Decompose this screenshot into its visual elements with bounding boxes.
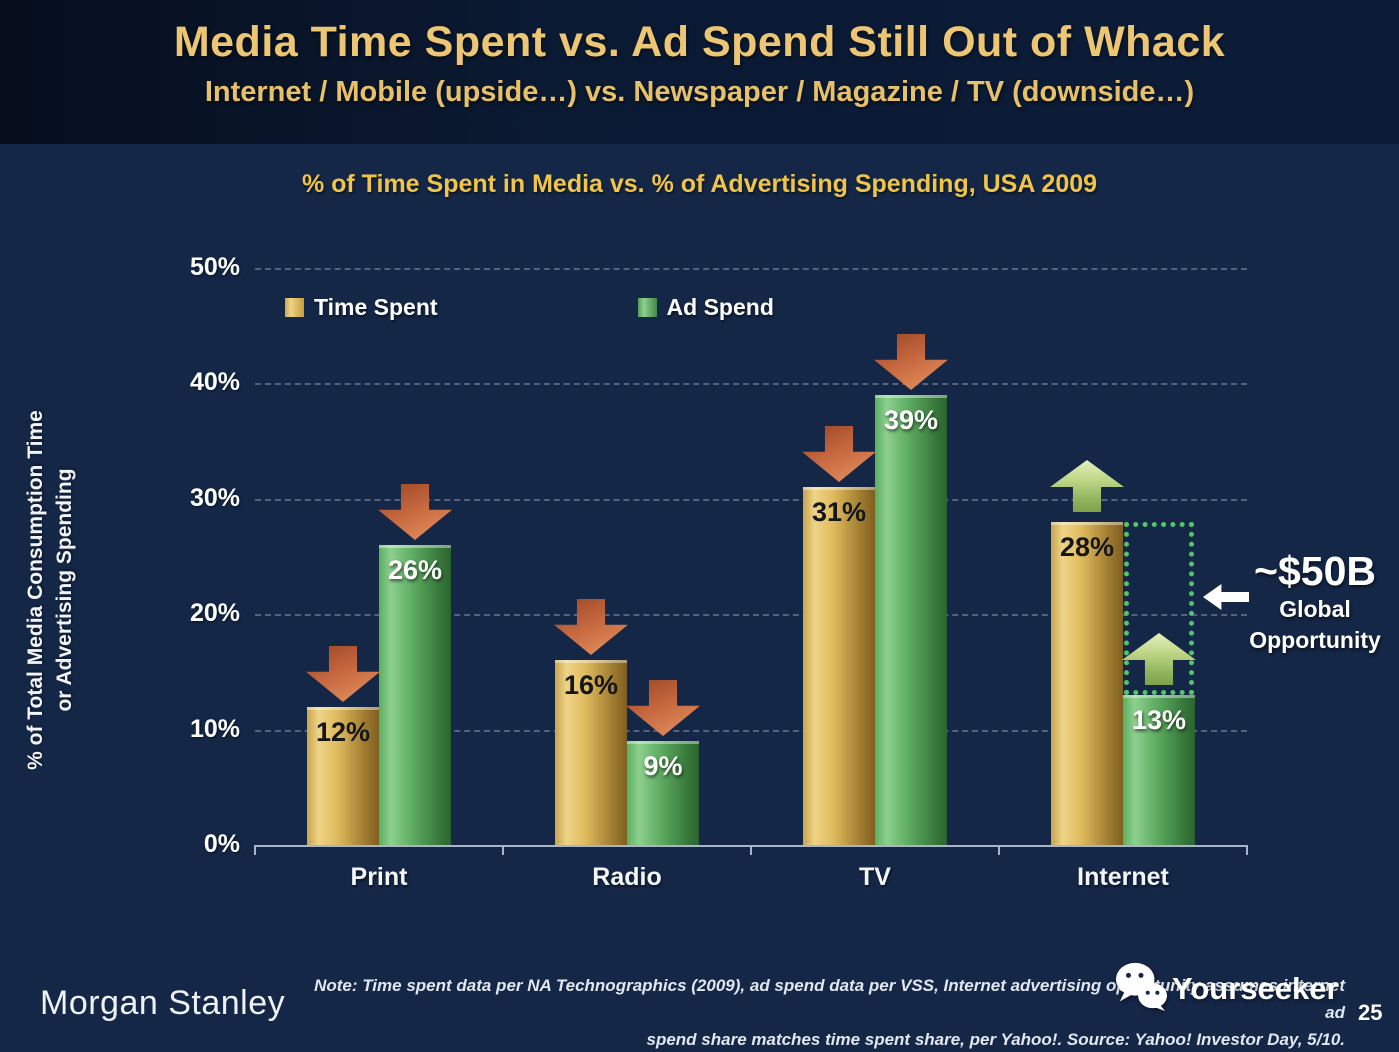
opportunity-line2: Opportunity <box>1249 627 1381 653</box>
x-axis-tick <box>502 845 504 855</box>
source-note-line1: Note: Time spent data per NA Technograph… <box>314 976 1345 1022</box>
gridline-10 <box>255 730 1247 732</box>
bar-radio-ad-spend <box>627 741 699 845</box>
value-label-internet-time-spent: 28% <box>1059 532 1115 562</box>
bar-radio-time-spent <box>555 660 627 845</box>
down-arrow-icon <box>874 334 948 390</box>
watermark-text: Yourseeker <box>1172 970 1339 1006</box>
category-label-print: Print <box>350 863 408 891</box>
bar-tv-time-spent <box>803 487 875 845</box>
source-note: Note: Time spent data per NA Technograph… <box>305 972 1345 1052</box>
value-label-print-ad-spend: 26% <box>387 555 443 585</box>
down-arrow-icon <box>378 484 452 540</box>
value-label-print-time-spent: 12% <box>315 717 371 747</box>
opportunity-annotation: ~$50B Global Opportunity <box>1237 548 1393 656</box>
down-arrow-icon <box>626 680 700 736</box>
down-arrow-icon <box>306 646 380 702</box>
y-tick-label-50: 50% <box>189 253 240 281</box>
y-tick-label-10: 10% <box>189 715 240 743</box>
opportunity-gap-box <box>1124 522 1194 695</box>
category-label-internet: Internet <box>1077 863 1169 891</box>
bar-print-time-spent <box>307 707 379 845</box>
wechat-icon <box>1112 960 1170 1017</box>
value-label-tv-time-spent: 31% <box>811 497 867 527</box>
gridline-20 <box>255 614 1247 616</box>
down-arrow-icon <box>554 599 628 655</box>
up-arrow-icon <box>1050 460 1124 512</box>
value-label-radio-time-spent: 16% <box>563 670 619 700</box>
slide-subtitle: Internet / Mobile (upside…) vs. Newspape… <box>204 76 1195 108</box>
y-tick-label-20: 20% <box>189 599 240 627</box>
slide-title: Media Time Spent vs. Ad Spend Still Out … <box>173 18 1226 66</box>
category-label-radio: Radio <box>592 863 662 891</box>
legend-swatch-time-spent <box>285 298 304 317</box>
value-label-internet-ad-spend: 13% <box>1131 705 1187 735</box>
chart-title: % of Time Spent in Media vs. % of Advert… <box>301 170 1098 198</box>
x-axis-tick <box>998 845 1000 855</box>
page-number: 25 <box>1358 1000 1383 1025</box>
y-tick-label-30: 30% <box>189 484 240 512</box>
legend-label-ad-spend: Ad Spend <box>666 294 774 320</box>
y-axis-title-line2: or Advertising Spending <box>53 468 76 712</box>
legend-label-time-spent: Time Spent <box>314 294 438 320</box>
opportunity-line1: Global <box>1279 596 1351 622</box>
down-arrow-icon <box>802 426 876 482</box>
watermark: Yourseeker <box>1112 960 1339 1017</box>
morgan-stanley-logo: Morgan Stanley <box>40 984 286 1022</box>
chart-legend: Time Spent Ad Spend <box>285 294 774 321</box>
slide-header: Media Time Spent vs. Ad Spend Still Out … <box>0 0 1399 144</box>
y-axis-title: % of Total Media Consumption Time or Adv… <box>0 360 100 820</box>
x-axis-tick <box>750 845 752 855</box>
source-note-line2: spend share matches time spent share, pe… <box>646 1030 1346 1049</box>
category-label-tv: TV <box>859 863 891 891</box>
bar-print-ad-spend <box>379 545 451 845</box>
x-axis-tick <box>1246 845 1248 855</box>
value-label-tv-ad-spend: 39% <box>883 405 939 435</box>
y-axis-title-line1: % of Total Media Consumption Time <box>24 410 47 770</box>
gridline-40 <box>255 383 1247 385</box>
gridline-50 <box>255 268 1247 270</box>
x-axis-tick <box>254 845 256 855</box>
y-tick-label-0: 0% <box>203 830 240 858</box>
value-label-radio-ad-spend: 9% <box>643 751 683 781</box>
bar-tv-ad-spend <box>875 395 947 845</box>
bar-internet-time-spent <box>1051 522 1123 845</box>
gridline-30 <box>255 499 1247 501</box>
bar-internet-ad-spend <box>1123 695 1195 845</box>
opportunity-value: ~$50B <box>1254 548 1376 594</box>
y-tick-label-40: 40% <box>189 368 240 396</box>
legend-swatch-ad-spend <box>637 298 657 317</box>
